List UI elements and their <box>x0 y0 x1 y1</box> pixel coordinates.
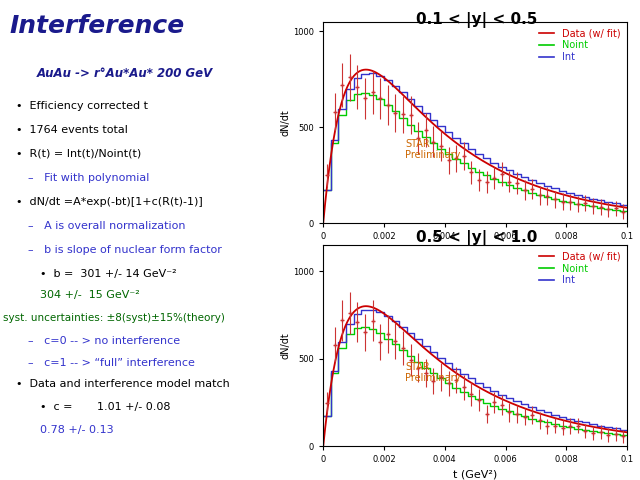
Text: 0.78 +/- 0.13: 0.78 +/- 0.13 <box>40 425 114 435</box>
Text: •  R(t) = Int(t)/Noint(t): • R(t) = Int(t)/Noint(t) <box>15 149 141 159</box>
Y-axis label: dN/dt: dN/dt <box>280 109 291 136</box>
Legend: Data (w/ fit), Noint, Int: Data (w/ fit), Noint, Int <box>538 26 622 64</box>
Text: –   Fit with polynomial: – Fit with polynomial <box>28 173 149 183</box>
Text: •  Efficiency corrected t: • Efficiency corrected t <box>15 101 148 111</box>
Legend: Data (w/ fit), Noint, Int: Data (w/ fit), Noint, Int <box>538 250 622 288</box>
X-axis label: t (GeV²): t (GeV²) <box>453 470 497 480</box>
Text: –   A is overall normalization: – A is overall normalization <box>28 221 186 231</box>
Text: –   c=0 -- > no interference: – c=0 -- > no interference <box>28 336 180 346</box>
Text: •  b =  301 +/- 14 GeV⁻²: • b = 301 +/- 14 GeV⁻² <box>40 269 177 279</box>
Text: –   b is slope of nuclear form factor: – b is slope of nuclear form factor <box>28 245 222 255</box>
Y-axis label: dN/dt: dN/dt <box>280 332 291 359</box>
Text: 0.5 < |y| < 1.0: 0.5 < |y| < 1.0 <box>416 230 538 246</box>
Text: •  Data and interference model match: • Data and interference model match <box>15 379 229 389</box>
Text: STAR
Preliminary: STAR Preliminary <box>405 139 461 160</box>
Text: syst. uncertainties: ±8(syst)±15%(theory): syst. uncertainties: ±8(syst)±15%(theory… <box>3 313 225 323</box>
Text: STAR
Preliminary: STAR Preliminary <box>405 362 461 384</box>
Text: Interference: Interference <box>10 14 184 38</box>
Text: –   c=1 -- > “full” interference: – c=1 -- > “full” interference <box>28 358 195 368</box>
Text: 0.1 < |y| < 0.5: 0.1 < |y| < 0.5 <box>416 12 538 28</box>
Text: •  c =       1.01 +/- 0.08: • c = 1.01 +/- 0.08 <box>40 402 171 412</box>
Text: •  dN/dt =A*exp(-bt)[1+c(R(t)-1)]: • dN/dt =A*exp(-bt)[1+c(R(t)-1)] <box>15 197 202 207</box>
Text: •  1764 events total: • 1764 events total <box>15 125 127 135</box>
Text: AuAu -> r°Au*Au* 200 GeV: AuAu -> r°Au*Au* 200 GeV <box>37 67 214 80</box>
Text: 304 +/-  15 GeV⁻²: 304 +/- 15 GeV⁻² <box>40 290 140 300</box>
